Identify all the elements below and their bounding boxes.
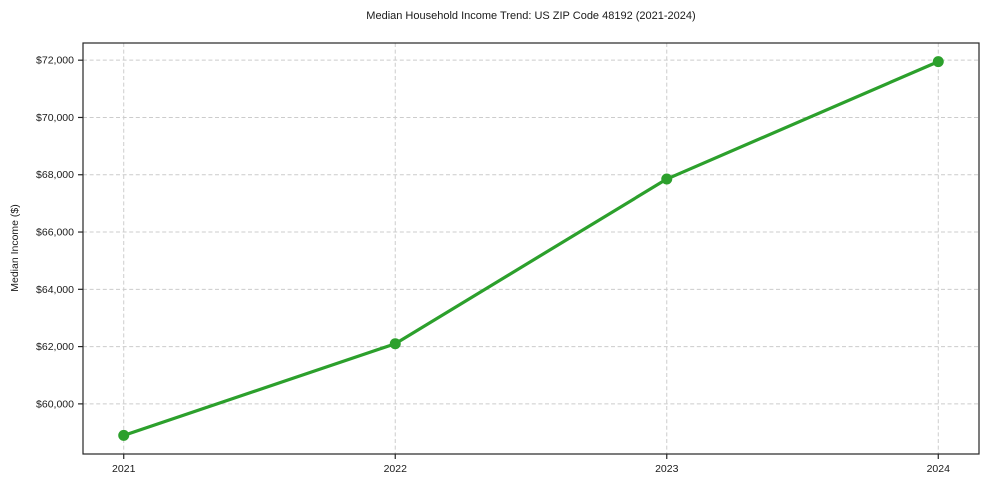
x-tick-label: 2023 xyxy=(655,463,679,475)
y-tick-label: $72,000 xyxy=(36,55,74,67)
x-tick-label: 2024 xyxy=(927,463,951,475)
y-tick-label: $68,000 xyxy=(36,169,74,181)
chart-title: Median Household Income Trend: US ZIP Co… xyxy=(366,10,696,22)
y-tick-label: $60,000 xyxy=(36,398,74,410)
data-point xyxy=(932,56,944,68)
data-point xyxy=(389,338,401,350)
y-tick-label: $62,000 xyxy=(36,341,74,353)
data-point xyxy=(661,173,673,185)
plot-border xyxy=(82,42,980,455)
y-tick-label: $66,000 xyxy=(36,227,74,239)
x-tick-label: 2021 xyxy=(112,463,136,475)
x-tick-label: 2022 xyxy=(384,463,408,475)
y-tick-label: $70,000 xyxy=(36,112,74,124)
trend-line xyxy=(122,60,940,437)
y-tick-label: $64,000 xyxy=(36,284,74,296)
data-point xyxy=(118,429,130,441)
